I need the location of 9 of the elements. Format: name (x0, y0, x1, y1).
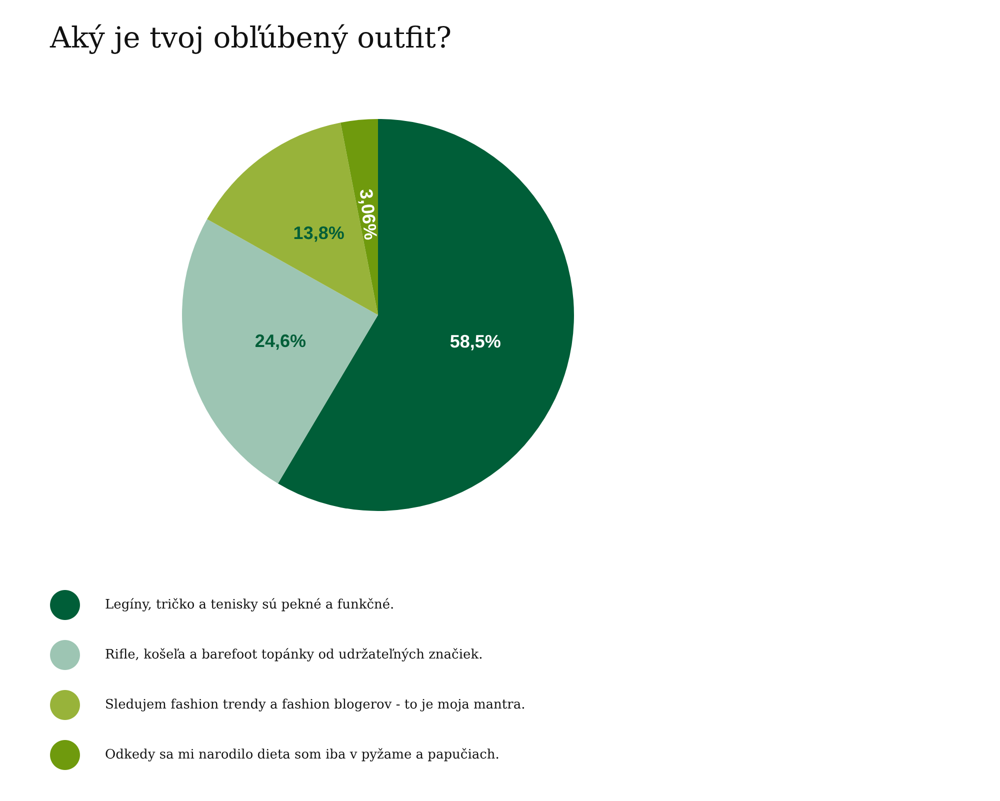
data-label: 24,6% (254, 331, 306, 352)
data-label: 13,8% (293, 223, 344, 244)
data-label: 58,5% (450, 332, 501, 352)
legend-label: Sledujem fashion trendy a fashion blogerov - to je moja mantra. (105, 698, 526, 712)
legend-label: Odkedy sa mi narodilo dieta som iba v pyžame a papučiach. (105, 748, 500, 762)
chart-title: Aký je tvoj obľúbený outfit? (49, 20, 452, 54)
legend-label: Rifle, košeľa a barefoot topánky od udržateľných značiek. (105, 648, 483, 662)
data-label: 3,06% (356, 188, 381, 241)
legend-label: Legíny, tričko a tenisky sú pekné a funkčné. (105, 598, 394, 612)
